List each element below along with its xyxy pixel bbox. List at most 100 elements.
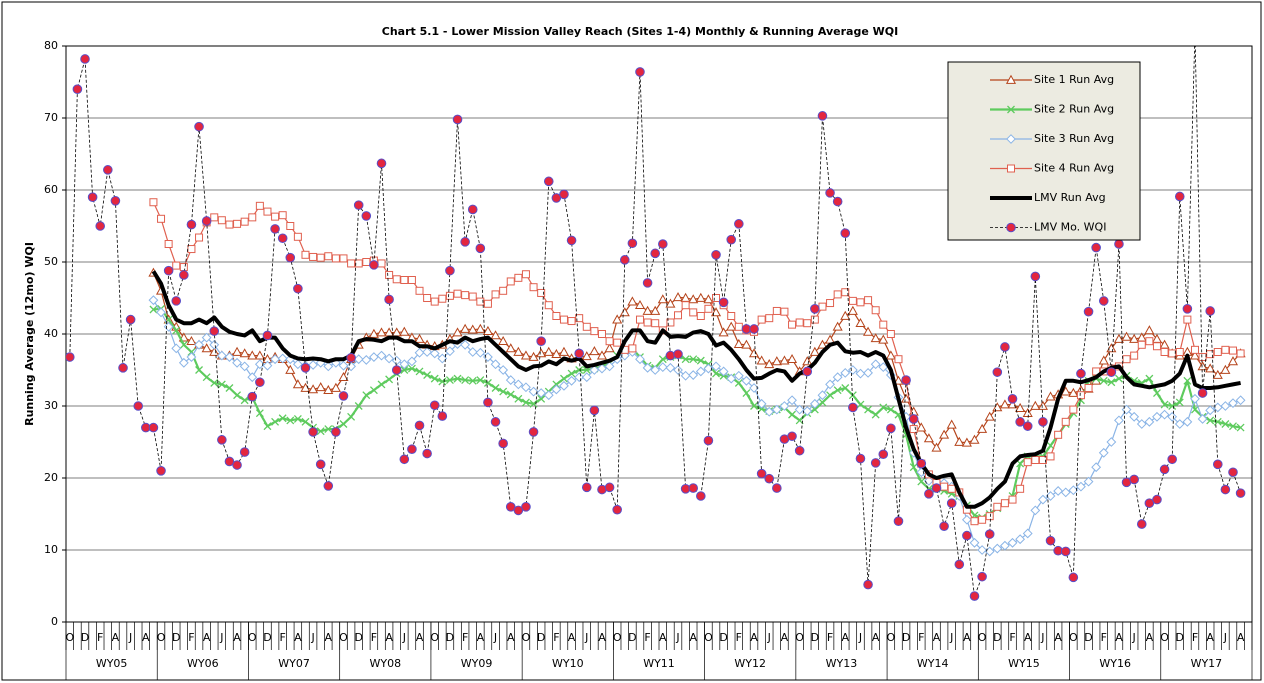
- marker: [696, 356, 705, 365]
- marker: [863, 579, 873, 590]
- marker: [833, 290, 842, 299]
- marker: [977, 571, 987, 582]
- marker: [1167, 454, 1177, 465]
- marker: [414, 420, 425, 431]
- marker: [855, 453, 866, 464]
- marker: [672, 292, 684, 302]
- marker: [1106, 437, 1117, 447]
- marker: [1206, 350, 1215, 359]
- marker: [810, 304, 820, 314]
- x-tick-label: O: [613, 631, 622, 644]
- marker: [1098, 296, 1109, 306]
- marker: [475, 323, 486, 333]
- marker: [802, 406, 813, 416]
- marker: [498, 365, 509, 375]
- marker: [452, 327, 463, 337]
- marker: [559, 380, 569, 391]
- x-tick-label: O: [1160, 631, 1169, 644]
- marker: [1183, 376, 1192, 385]
- marker: [339, 420, 348, 428]
- marker: [1189, 350, 1201, 360]
- legend: Site 1 Run Avg Site 2 Run Avg Site 3 Run A…: [947, 61, 1141, 241]
- marker: [809, 398, 820, 409]
- marker: [195, 233, 204, 242]
- marker: [1145, 337, 1154, 346]
- marker: [247, 391, 258, 402]
- x-tick-label: F: [188, 631, 194, 644]
- x-tick-label: O: [522, 631, 531, 644]
- marker: [1114, 239, 1124, 249]
- marker: [635, 354, 645, 365]
- marker: [657, 294, 668, 304]
- marker: [194, 121, 204, 132]
- marker: [847, 305, 858, 315]
- marker: [1107, 378, 1116, 387]
- marker: [225, 384, 234, 392]
- marker: [756, 355, 767, 365]
- marker: [1038, 456, 1047, 464]
- x-group-label: WY10: [552, 657, 584, 670]
- marker: [818, 398, 827, 407]
- marker: [658, 239, 668, 249]
- marker: [901, 375, 911, 385]
- marker: [354, 259, 363, 268]
- marker: [712, 369, 720, 378]
- marker: [445, 376, 454, 385]
- x-tick-label: A: [507, 631, 515, 644]
- marker: [1236, 349, 1245, 358]
- marker: [1130, 351, 1139, 360]
- x-group-label: WY07: [278, 657, 310, 670]
- marker: [1054, 430, 1063, 439]
- marker: [1076, 391, 1085, 400]
- marker: [491, 384, 500, 392]
- marker: [665, 362, 676, 373]
- marker: [216, 350, 227, 361]
- marker: [148, 422, 159, 433]
- marker: [239, 447, 250, 457]
- marker: [437, 353, 448, 364]
- marker: [513, 379, 524, 390]
- marker: [566, 235, 577, 246]
- x-tick-label: A: [1024, 631, 1032, 644]
- marker: [415, 286, 424, 295]
- marker: [840, 228, 851, 238]
- x-tick-label: A: [1115, 631, 1123, 644]
- marker: [468, 376, 477, 385]
- marker: [787, 395, 797, 406]
- marker: [315, 459, 326, 470]
- marker: [1037, 400, 1048, 410]
- marker: [984, 529, 995, 539]
- marker: [476, 297, 485, 306]
- marker: [969, 537, 980, 548]
- marker: [422, 347, 433, 357]
- marker: [581, 482, 592, 493]
- marker: [597, 363, 607, 374]
- marker: [157, 214, 166, 223]
- marker: [324, 425, 333, 433]
- marker: [224, 352, 235, 362]
- x-tick-label: D: [1084, 631, 1092, 644]
- x-tick-label: O: [1069, 631, 1078, 644]
- marker: [1068, 572, 1079, 583]
- marker: [750, 402, 758, 410]
- marker: [225, 220, 234, 229]
- marker: [635, 315, 644, 324]
- legend-marker: [1007, 164, 1015, 173]
- marker: [330, 382, 341, 392]
- marker: [438, 294, 447, 303]
- marker: [1098, 355, 1109, 365]
- marker: [733, 338, 744, 348]
- marker: [689, 308, 698, 317]
- marker: [1022, 407, 1033, 418]
- marker: [613, 338, 622, 347]
- marker: [187, 245, 196, 254]
- marker: [407, 276, 416, 284]
- marker: [171, 296, 182, 306]
- legend-marker: [1005, 74, 1017, 84]
- x-tick-label: F: [280, 631, 286, 644]
- marker: [354, 402, 363, 410]
- marker: [558, 346, 570, 356]
- x-tick-label: D: [719, 631, 727, 644]
- marker: [817, 339, 828, 349]
